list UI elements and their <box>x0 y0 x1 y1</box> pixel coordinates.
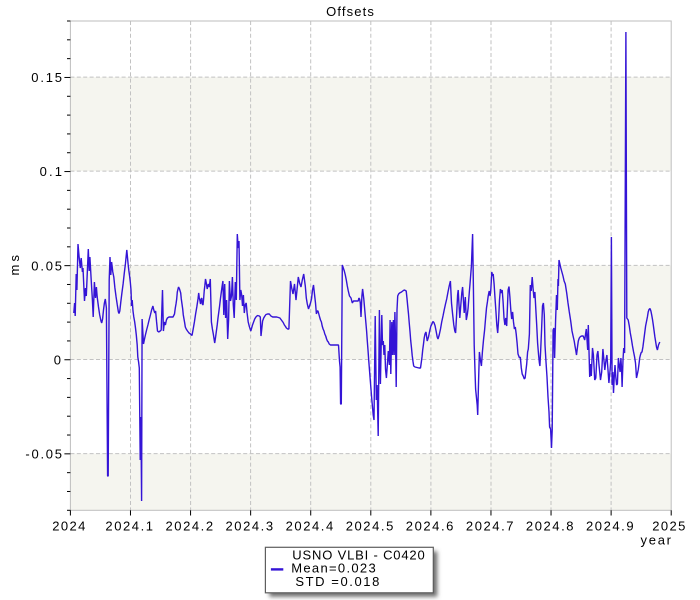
svg-text:0.15: 0.15 <box>31 70 62 85</box>
svg-text:2024.8: 2024.8 <box>526 519 574 534</box>
svg-text:0.1: 0.1 <box>40 164 62 179</box>
svg-text:ms: ms <box>7 255 22 276</box>
svg-text:2024.2: 2024.2 <box>166 519 214 534</box>
svg-text:Mean=0.023: Mean=0.023 <box>291 561 376 576</box>
svg-text:2024.1: 2024.1 <box>105 519 153 534</box>
svg-text:2024.7: 2024.7 <box>466 519 514 534</box>
svg-text:STD =0.018: STD =0.018 <box>295 574 379 589</box>
svg-text:2024.4: 2024.4 <box>286 519 334 534</box>
svg-text:2024.6: 2024.6 <box>406 519 454 534</box>
svg-text:USNO VLBI - C0420: USNO VLBI - C0420 <box>292 548 424 563</box>
svg-text:-0.05: -0.05 <box>25 447 62 462</box>
svg-text:2024.9: 2024.9 <box>586 519 634 534</box>
svg-text:2024.5: 2024.5 <box>346 519 394 534</box>
svg-text:0.05: 0.05 <box>31 258 62 273</box>
svg-text:2024.3: 2024.3 <box>226 519 274 534</box>
svg-text:Offsets: Offsets <box>326 4 374 19</box>
svg-text:0: 0 <box>54 353 61 368</box>
svg-text:2024: 2024 <box>52 519 85 534</box>
